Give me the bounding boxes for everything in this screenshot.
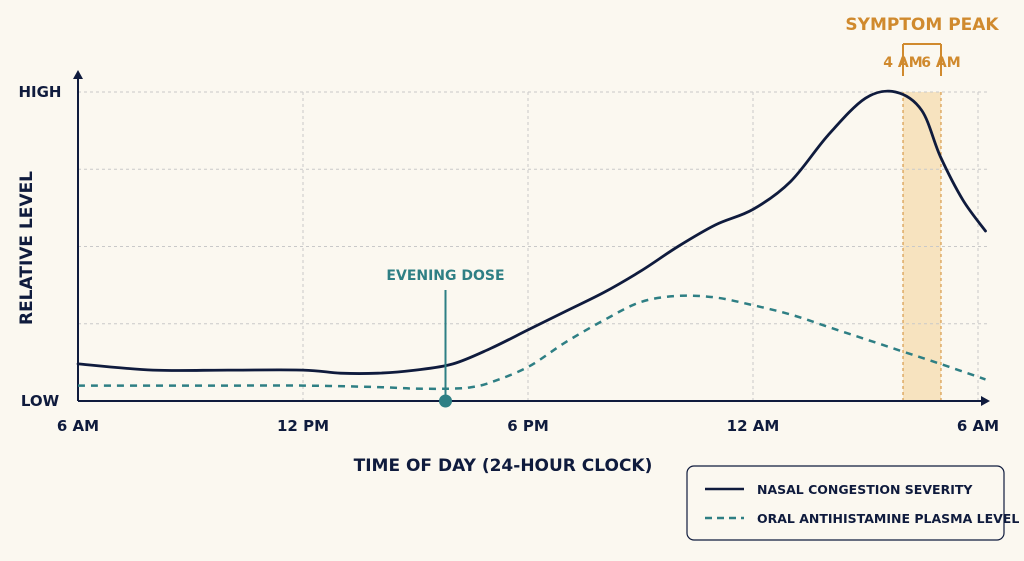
- symptom-peak-end-label: 6 AM: [921, 55, 960, 71]
- legend-box: [686, 465, 1005, 541]
- x-axis-title: TIME OF DAY (24-HOUR CLOCK): [354, 456, 653, 476]
- x-tick-label-2: 6 PM: [507, 417, 549, 435]
- series-layer: [76, 89, 987, 391]
- y-axis-title: RELATIVE LEVEL: [17, 171, 37, 325]
- evening-dose-marker-dot: [439, 394, 452, 408]
- y-axis-arrow: [73, 70, 83, 79]
- x-tick-label-3: 12 AM: [727, 417, 780, 435]
- legend-label-antihistamine: ORAL ANTIHISTAMINE PLASMA LEVEL: [757, 511, 1019, 526]
- annotations: [439, 290, 452, 408]
- x-tick-label-0: 6 AM: [57, 417, 99, 435]
- x-axis-arrow: [981, 396, 990, 406]
- x-tick-label-1: 12 PM: [277, 417, 329, 435]
- y-tick-label-1: HIGH: [18, 83, 61, 101]
- axes: [73, 70, 990, 406]
- evening-dose-label: EVENING DOSE: [386, 268, 504, 284]
- y-tick-label-0: LOW: [21, 392, 60, 410]
- symptom-peak-title: SYMPTOM PEAK: [845, 15, 999, 35]
- legend-label-congestion: NASAL CONGESTION SEVERITY: [757, 482, 973, 497]
- antihistamine-series-line: [78, 294, 986, 391]
- congestion-series-line: [76, 89, 987, 375]
- symptom-peak-start-label: 4 AM: [883, 55, 922, 71]
- legend: NASAL CONGESTION SEVERITY ORAL ANTIHISTA…: [686, 465, 1019, 541]
- grid: [78, 91, 988, 401]
- x-tick-label-4: 6 AM: [957, 417, 999, 435]
